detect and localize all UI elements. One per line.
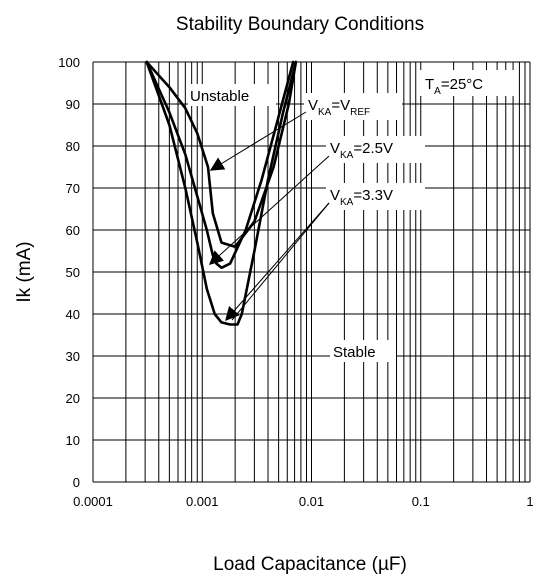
ta-sub: A [434,86,441,97]
v25-label-bg [326,136,425,163]
y-tick-label: 80 [66,139,80,154]
unstable-label: Unstable [190,88,249,105]
vref-label-bg [304,93,402,120]
v33-arrow-2 [231,202,330,321]
y-axis-label: Ik (mA) [14,241,35,302]
vref-arrow [209,111,307,171]
series-line-1 [145,60,298,249]
vref-eq: =V [331,97,350,114]
x-tick-label: 0.01 [299,494,324,509]
ta-rest: =25°C [441,76,483,93]
x-tick-label: 1 [526,494,533,509]
v33-val: =3.3V [353,187,393,204]
v33-label-bg [326,183,425,210]
vref-sub: REF [350,107,370,118]
vref-ka: KA [318,107,332,118]
v33-label: VKA=3.3V [330,187,393,208]
tick-labels: 0 10 20 30 40 50 60 70 80 90 100 0.0001 0.001 0.01 0.1… [58,55,533,509]
y-tick-label: 100 [58,55,80,70]
y-tick-label: 40 [66,307,80,322]
y-tick-label: 0 [73,475,80,490]
series-line-3 [145,60,298,326]
y-tick-label: 60 [66,223,80,238]
x-tick-label: 0.1 [412,494,430,509]
chart-title: Stability Boundary Conditions [176,14,424,35]
v25-arrow [208,155,330,265]
v33-v: V [330,187,340,204]
stable-label-bg [330,340,396,362]
y-tick-label: 20 [66,391,80,406]
x-tick-label: 0.001 [186,494,219,509]
y-tick-label: 30 [66,349,80,364]
v33-ka: KA [340,197,354,208]
unstable-label-bg [188,84,276,106]
y-tick-label: 10 [66,433,80,448]
ta-label: TA=25°C [425,76,483,97]
y-tick-label: 90 [66,97,80,112]
ta-label-bg [420,70,514,96]
v25-val: =2.5V [353,140,393,157]
v25-v: V [330,140,340,157]
v25-label: VKA=2.5V [330,140,393,161]
y-tick-label: 70 [66,181,80,196]
vref-v: V [308,97,318,114]
v25-ka: KA [340,150,354,161]
v33-arrow [225,202,330,322]
ta-main: T [425,76,434,93]
y-tick-label: 50 [66,265,80,280]
x-tick-label: 0.0001 [73,494,113,509]
grid [92,61,531,483]
stable-label: Stable [333,344,376,361]
x-axis-label: Load Capacitance (µF) [213,554,407,575]
vref-label: VKA=VREF [308,97,370,118]
